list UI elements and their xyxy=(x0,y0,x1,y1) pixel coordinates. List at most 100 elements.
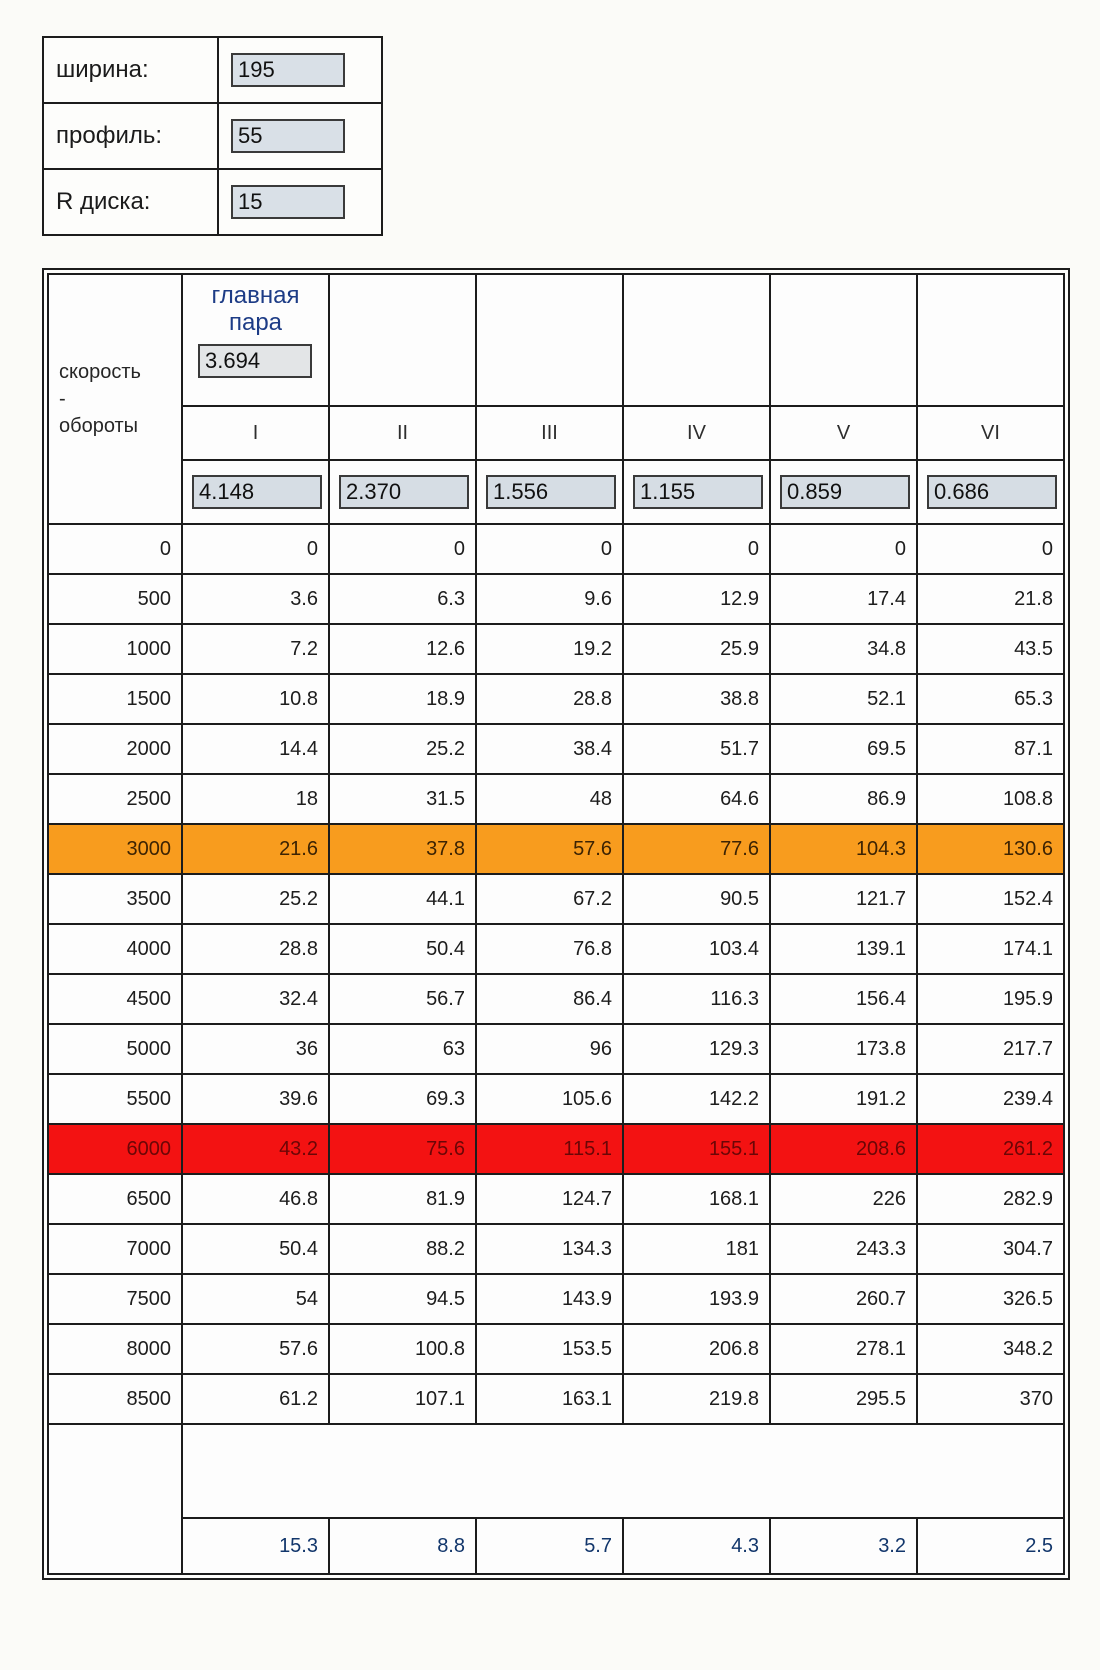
disk-radius-input[interactable] xyxy=(231,185,345,219)
speed-cell-3000-VI: 130.6 xyxy=(916,823,1065,875)
speed-cell-1500-IV: 38.8 xyxy=(622,673,771,725)
footer-wide-empty-cell xyxy=(181,1423,1065,1519)
main-pair-label-line-1: главная xyxy=(211,282,300,309)
speed-cell-0-I: 0 xyxy=(181,523,330,575)
speed-cell-2500-VI: 108.8 xyxy=(916,773,1065,825)
speed-cell-5500-III: 105.6 xyxy=(475,1073,624,1125)
gear-ratio-row xyxy=(48,459,1065,525)
speed-cell-6000-V: 208.6 xyxy=(769,1123,918,1175)
disk-radius-label: R диска: xyxy=(42,168,219,236)
main-pair-ratio-input[interactable] xyxy=(198,343,312,378)
speed-cell-3500-I: 25.2 xyxy=(181,873,330,925)
speed-cell-3500-III: 67.2 xyxy=(475,873,624,925)
gear-header-III: III xyxy=(475,405,624,461)
header-empty-cell-II xyxy=(328,273,477,407)
rpm-cell-3000: 3000 xyxy=(47,823,183,875)
speed-cell-2500-II: 31.5 xyxy=(328,773,477,825)
speed-rpm-corner-cell: скорость - обороты xyxy=(47,273,183,525)
gear-ratio-cell-I xyxy=(181,459,330,525)
speed-cell-500-I: 3.6 xyxy=(181,573,330,625)
table-footer: 15.3 8.8 5.7 4.3 3.2 2.5 xyxy=(47,1423,1065,1575)
speed-cell-6500-V: 226 xyxy=(769,1173,918,1225)
speed-cell-8000-I: 57.6 xyxy=(181,1323,330,1375)
gear-ratio-input-I[interactable] xyxy=(192,475,322,509)
speed-cell-500-V: 17.4 xyxy=(769,573,918,625)
speed-row-4000: 4000 28.8 50.4 76.8 103.4 139.1 174.1 xyxy=(47,923,1065,975)
rpm-cell-2000: 2000 xyxy=(47,723,183,775)
speed-row-7500: 7500 54 94.5 143.9 193.9 260.7 326.5 xyxy=(47,1273,1065,1325)
speed-cell-8500-I: 61.2 xyxy=(181,1373,330,1425)
kmh-per-1000rpm-V: 3.2 xyxy=(769,1517,918,1575)
speed-cell-3000-I: 21.6 xyxy=(181,823,330,875)
speed-row-3500: 3500 25.2 44.1 67.2 90.5 121.7 152.4 xyxy=(47,873,1065,925)
main-pair-cell: главная пара xyxy=(181,273,330,407)
rpm-cell-4000: 4000 xyxy=(47,923,183,975)
speed-cell-0-IV: 0 xyxy=(622,523,771,575)
speed-cell-2500-III: 48 xyxy=(475,773,624,825)
kmh-per-1000rpm-I: 15.3 xyxy=(181,1517,330,1575)
speed-cell-7000-II: 88.2 xyxy=(328,1223,477,1275)
speed-cell-6500-VI: 282.9 xyxy=(916,1173,1065,1225)
speed-cell-2000-VI: 87.1 xyxy=(916,723,1065,775)
rpm-cell-7500: 7500 xyxy=(47,1273,183,1325)
speed-cell-3000-V: 104.3 xyxy=(769,823,918,875)
speed-cell-500-VI: 21.8 xyxy=(916,573,1065,625)
header-empty-cell-VI xyxy=(916,273,1065,407)
speed-cell-5000-V: 173.8 xyxy=(769,1023,918,1075)
table-header: скорость - обороты главная пара IIIIIIIV… xyxy=(47,273,1065,525)
speed-cell-5000-III: 96 xyxy=(475,1023,624,1075)
speed-cell-5000-I: 36 xyxy=(181,1023,330,1075)
speed-cell-0-III: 0 xyxy=(475,523,624,575)
speed-cell-5000-VI: 217.7 xyxy=(916,1023,1065,1075)
gear-header-II: II xyxy=(328,405,477,461)
speed-cell-2000-II: 25.2 xyxy=(328,723,477,775)
form-row-width: ширина: xyxy=(42,36,383,104)
form-row-profile: профиль: xyxy=(42,102,383,170)
speed-cell-0-VI: 0 xyxy=(916,523,1065,575)
speed-cell-6000-I: 43.2 xyxy=(181,1123,330,1175)
speed-cell-500-IV: 12.9 xyxy=(622,573,771,625)
rpm-cell-5000: 5000 xyxy=(47,1023,183,1075)
rpm-cell-8000: 8000 xyxy=(47,1323,183,1375)
main-pair-label-line-2: пара xyxy=(228,308,283,336)
gear-header-IV: IV xyxy=(622,405,771,461)
speed-cell-1000-IV: 25.9 xyxy=(622,623,771,675)
speed-row-6000: 6000 43.2 75.6 115.1 155.1 208.6 261.2 xyxy=(47,1123,1065,1175)
gear-ratio-input-III[interactable] xyxy=(486,475,616,509)
gear-ratio-cell-II xyxy=(328,459,477,525)
corner-line-2: - xyxy=(59,387,66,410)
gear-ratio-cell-VI xyxy=(916,459,1065,525)
speed-cell-5500-V: 191.2 xyxy=(769,1073,918,1125)
rpm-cell-3500: 3500 xyxy=(47,873,183,925)
profile-input[interactable] xyxy=(231,119,345,153)
speed-cell-4000-V: 139.1 xyxy=(769,923,918,975)
gear-ratio-input-II[interactable] xyxy=(339,475,469,509)
gear-number-row: I II III IV V VI xyxy=(48,405,1065,461)
speed-cell-6000-III: 115.1 xyxy=(475,1123,624,1175)
speed-cell-6000-VI: 261.2 xyxy=(916,1123,1065,1175)
rpm-cell-4500: 4500 xyxy=(47,973,183,1025)
speed-cell-1500-III: 28.8 xyxy=(475,673,624,725)
width-input[interactable] xyxy=(231,53,345,87)
gear-ratio-input-IV[interactable] xyxy=(633,475,763,509)
speed-cell-3500-IV: 90.5 xyxy=(622,873,771,925)
speed-row-500: 500 3.6 6.3 9.6 12.9 17.4 21.8 xyxy=(47,573,1065,625)
speed-cell-6500-I: 46.8 xyxy=(181,1173,330,1225)
gear-header-I: I xyxy=(181,405,330,461)
kmh-per-1000rpm-IV: 4.3 xyxy=(622,1517,771,1575)
speed-cell-2000-IV: 51.7 xyxy=(622,723,771,775)
speed-cell-500-II: 6.3 xyxy=(328,573,477,625)
speed-cell-4500-III: 86.4 xyxy=(475,973,624,1025)
speed-cell-1000-V: 34.8 xyxy=(769,623,918,675)
speed-cell-4500-VI: 195.9 xyxy=(916,973,1065,1025)
gear-header-VI: VI xyxy=(916,405,1065,461)
header-row-main-pair: скорость - обороты главная пара xyxy=(47,273,1065,525)
speed-cell-3000-III: 57.6 xyxy=(475,823,624,875)
gear-ratio-input-VI[interactable] xyxy=(927,475,1057,509)
gear-ratio-input-V[interactable] xyxy=(780,475,910,509)
speed-cell-8000-V: 278.1 xyxy=(769,1323,918,1375)
speed-cell-6500-II: 81.9 xyxy=(328,1173,477,1225)
speed-cell-7500-IV: 193.9 xyxy=(622,1273,771,1325)
speed-cell-6500-III: 124.7 xyxy=(475,1173,624,1225)
